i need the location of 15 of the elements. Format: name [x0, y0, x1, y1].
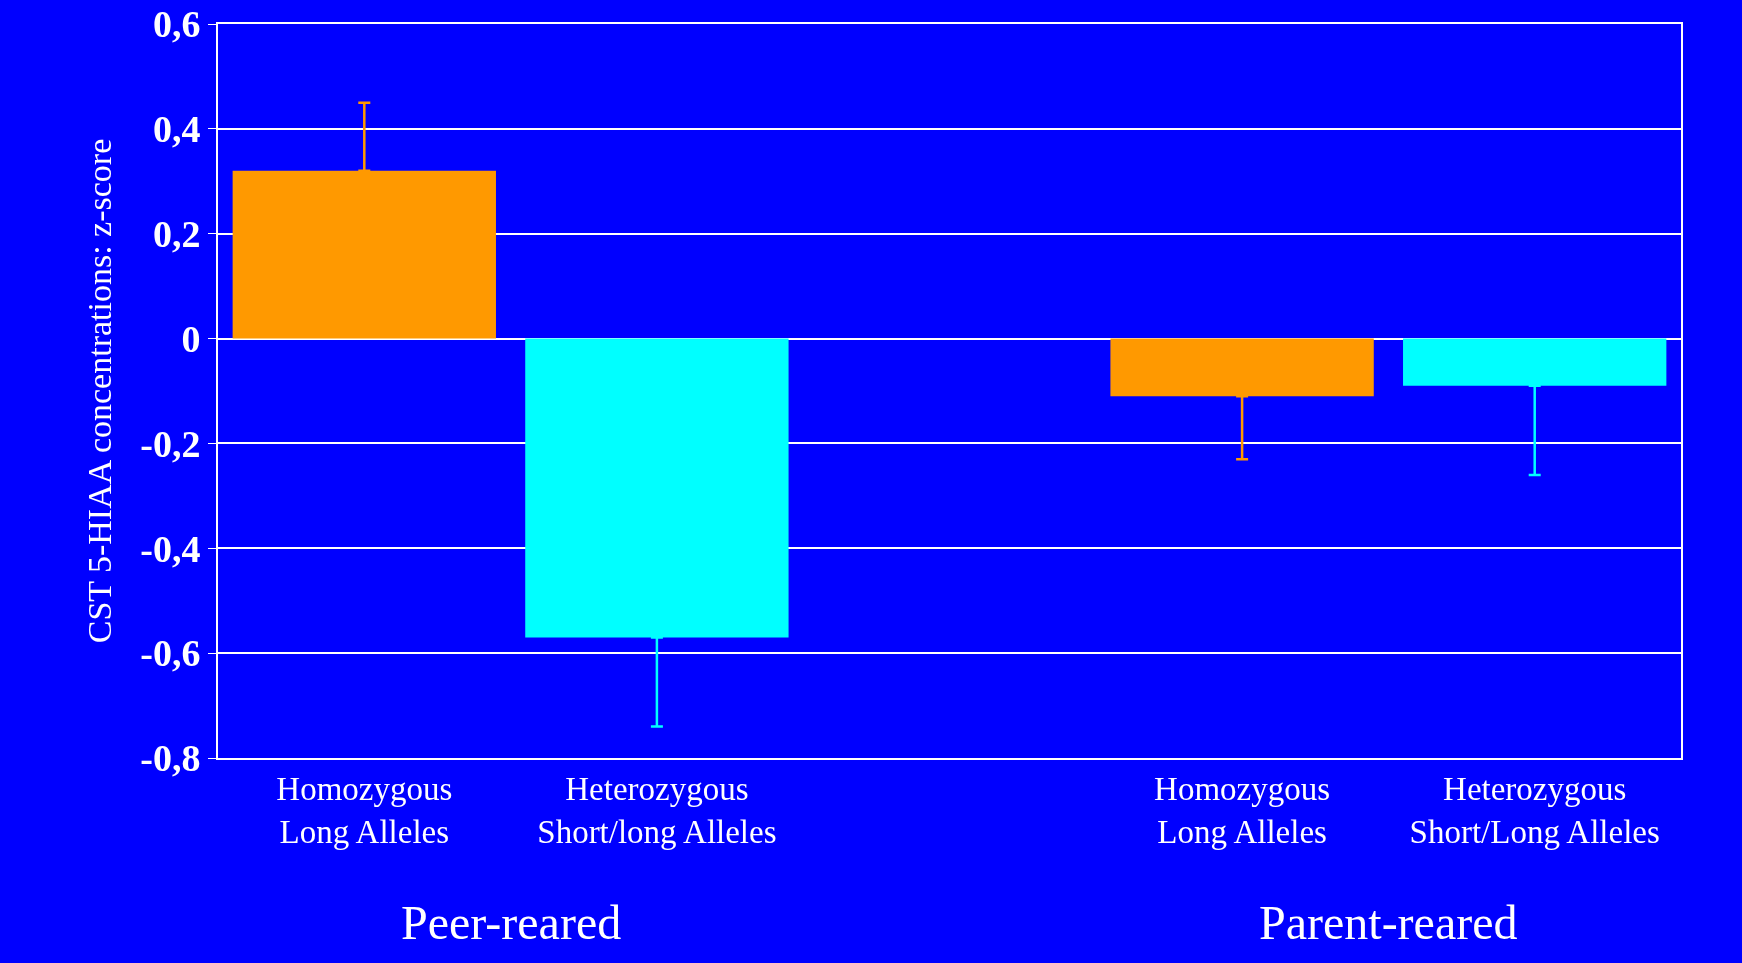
- y-tick-label: 0,4: [152, 108, 201, 151]
- y-tick-label: 0,6: [152, 3, 201, 46]
- y-tick-label: -0,8: [140, 737, 201, 780]
- y-tick-label: -0,4: [140, 527, 201, 570]
- y-tick-label: -0,2: [140, 422, 201, 465]
- y-tick-label: -0,6: [140, 632, 201, 675]
- text: Parent-reared: [1259, 896, 1518, 949]
- x-tick-label: Homozygous Long Alleles: [1154, 770, 1331, 850]
- x-tick-label: Heterozygous Short/Long Alleles: [1409, 770, 1660, 850]
- y-tick-label: 0: [181, 317, 201, 360]
- text: Peer-reared: [401, 896, 622, 949]
- y-axis-title: CST 5-HIAA concentrations: z-score: [81, 138, 119, 644]
- y-tick-label: 0,2: [152, 213, 201, 256]
- x-tick-label: Heterozygous Short/long Alleles: [537, 770, 777, 850]
- x-tick-label: Homozygous Long Alleles: [276, 770, 453, 850]
